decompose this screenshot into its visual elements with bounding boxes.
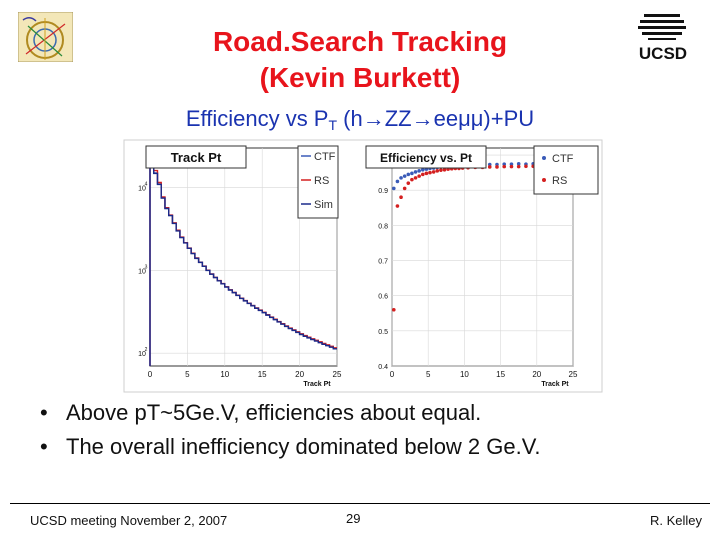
track-pt-x-tick-label: 20 bbox=[295, 370, 304, 379]
efficiency-point-rs bbox=[413, 176, 418, 180]
efficiency-point-rs bbox=[410, 177, 414, 182]
track-pt-legend-label: RS bbox=[314, 175, 329, 187]
ucsd-logo-text: UCSD bbox=[639, 44, 687, 62]
efficiency-x-tick-label: 20 bbox=[532, 370, 541, 379]
ucsd-logo: UCSD bbox=[628, 10, 698, 63]
bullet-item-1: • Above pT~5Ge.V, efficiencies about equa… bbox=[40, 400, 482, 425]
efficiency-point-ctf bbox=[392, 186, 396, 191]
track-pt-title-box bbox=[145, 145, 247, 169]
efficiency-point-rs bbox=[424, 171, 429, 176]
efficiency-point-ctf bbox=[395, 179, 400, 184]
track-pt-y-tick-label: 10 bbox=[138, 351, 146, 358]
efficiency-point-ctf bbox=[399, 176, 403, 180]
efficiency-point-rs bbox=[439, 168, 443, 172]
efficiency-point-ctf bbox=[516, 162, 521, 166]
efficiency-point-ctf bbox=[509, 162, 514, 166]
track-pt-series-sim bbox=[149, 162, 337, 366]
efficiency-legend-swatch bbox=[542, 156, 546, 160]
efficiency-title-box bbox=[365, 145, 487, 169]
efficiency-point-rs bbox=[420, 172, 425, 177]
track-pt-y-tick-exponent: 4 bbox=[145, 182, 148, 188]
efficiency-y-tick-label: 0.5 bbox=[378, 329, 388, 336]
efficiency-point-ctf bbox=[410, 171, 414, 176]
efficiency-x-tick-label: 25 bbox=[569, 370, 578, 379]
efficiency-point-rs bbox=[487, 165, 492, 169]
track-pt-title: Track Pt bbox=[171, 150, 222, 165]
efficiency-point-ctf bbox=[495, 162, 499, 167]
efficiency-point-ctf bbox=[502, 162, 507, 166]
efficiency-y-tick-label: 0.9 bbox=[378, 188, 388, 195]
efficiency-point-rs bbox=[509, 164, 514, 169]
efficiency-point-rs bbox=[524, 164, 528, 169]
footer-author: R. Kelley bbox=[649, 513, 702, 528]
efficiency-point-rs bbox=[399, 195, 403, 200]
efficiency-y-tick-label: 0.8 bbox=[378, 223, 388, 230]
efficiency-point-rs bbox=[442, 168, 447, 172]
efficiency-point-rs bbox=[495, 165, 499, 169]
subtitle-post: (h→ZZ→eeμμ)+PU bbox=[337, 106, 535, 131]
subtitle-pre: Efficiency vs P bbox=[185, 106, 329, 131]
efficiency-point-rs bbox=[395, 204, 400, 208]
efficiency-x-tick-label: 10 bbox=[460, 370, 469, 379]
cms-logo bbox=[18, 12, 73, 62]
footer-page-number: 29 bbox=[346, 511, 361, 526]
track-pt-legend-label: Sim bbox=[314, 199, 333, 211]
track-pt-x-tick-label: 15 bbox=[258, 370, 267, 379]
slide-subtitle: Efficiency vs PT (h→ZZ→eeμμ)+PU bbox=[0, 106, 720, 133]
bullet-list: • Above pT~5Ge.V, efficiencies about equa… bbox=[40, 400, 710, 468]
efficiency-point-rs bbox=[402, 186, 407, 191]
track-pt-legend-label: CTF bbox=[314, 151, 336, 163]
efficiency-point-rs bbox=[435, 169, 440, 173]
efficiency-legend-swatch bbox=[542, 178, 546, 182]
subtitle-subscript: T bbox=[328, 117, 338, 133]
efficiency-point-rs bbox=[502, 164, 507, 169]
efficiency-chart: 05101520250.40.50.60.70.80.91Efficiency … bbox=[365, 145, 599, 388]
efficiency-point-ctf bbox=[402, 174, 407, 178]
track-pt-x-axis-label: Track Pt bbox=[303, 381, 331, 388]
efficiency-x-axis-label: Track Pt bbox=[541, 381, 569, 388]
track-pt-x-tick-label: 0 bbox=[148, 370, 153, 379]
efficiency-title: Efficiency vs. Pt bbox=[380, 151, 472, 165]
track-pt-legend bbox=[297, 145, 339, 219]
efficiency-point-ctf bbox=[413, 170, 418, 174]
efficiency-y-tick-label: 0.6 bbox=[378, 294, 388, 301]
footer-divider bbox=[10, 503, 710, 504]
efficiency-point-ctf bbox=[487, 162, 492, 167]
track-pt-y-tick-label: 10 bbox=[138, 186, 146, 193]
efficiency-y-tick-label: 0.7 bbox=[378, 259, 388, 266]
efficiency-point-rs bbox=[428, 170, 432, 175]
track-pt-y-tick-exponent: 2 bbox=[145, 347, 148, 353]
efficiency-point-rs bbox=[516, 164, 521, 169]
efficiency-point-rs bbox=[406, 181, 411, 185]
bullet-text-1: Above pT~5Ge.V, efficiencies about equal… bbox=[66, 400, 482, 425]
efficiency-point-rs bbox=[417, 174, 421, 178]
footer-meeting: UCSD meeting November 2, 2007 bbox=[30, 513, 228, 528]
efficiency-y-tick-label: 0.4 bbox=[378, 364, 388, 371]
efficiency-point-ctf bbox=[417, 169, 421, 173]
efficiency-legend-label: RS bbox=[552, 175, 567, 187]
ucsd-emblem-icon: UCSD bbox=[638, 14, 687, 63]
efficiency-x-tick-label: 0 bbox=[390, 370, 395, 379]
efficiency-point-rs bbox=[392, 307, 396, 312]
track-pt-y-tick-label: 10 bbox=[138, 268, 146, 275]
efficiency-point-ctf bbox=[406, 172, 411, 177]
track-pt-y-tick-exponent: 3 bbox=[145, 264, 148, 270]
efficiency-x-tick-label: 15 bbox=[496, 370, 505, 379]
bullet-text-2: The overall inefficiency dominated below… bbox=[66, 434, 541, 459]
bullet-item-2: • The overall inefficiency dominated belo… bbox=[40, 434, 541, 459]
track-pt-x-tick-label: 25 bbox=[333, 370, 342, 379]
track-pt-x-tick-label: 5 bbox=[185, 370, 190, 379]
slide-title-line2: (Kevin Burkett) bbox=[259, 62, 461, 93]
efficiency-point-rs bbox=[431, 170, 436, 174]
track-pt-x-tick-label: 10 bbox=[220, 370, 229, 379]
efficiency-x-tick-label: 5 bbox=[426, 370, 431, 379]
efficiency-legend-label: CTF bbox=[552, 153, 574, 165]
efficiency-legend bbox=[533, 145, 599, 195]
slide-title-line1: Road.Search Tracking bbox=[212, 26, 508, 57]
efficiency-point-ctf bbox=[420, 168, 425, 172]
